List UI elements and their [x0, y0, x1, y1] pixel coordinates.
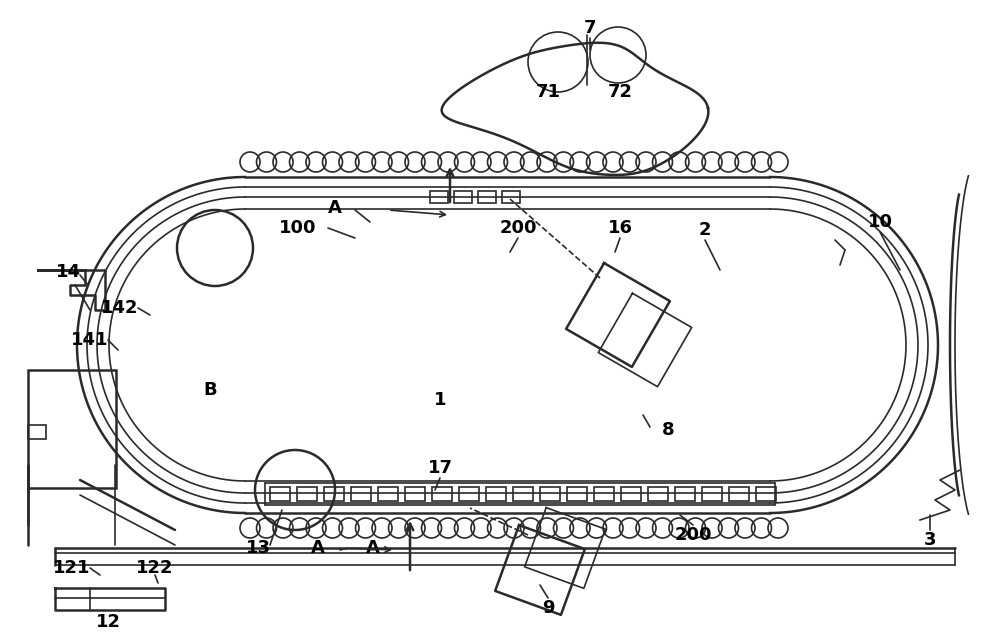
- Bar: [486, 487, 506, 501]
- Bar: [729, 487, 749, 501]
- Text: 141: 141: [71, 331, 109, 349]
- Text: 72: 72: [608, 83, 633, 101]
- Bar: [540, 487, 560, 501]
- Text: 7: 7: [584, 19, 596, 37]
- Bar: [351, 487, 371, 501]
- Text: 12: 12: [96, 613, 120, 631]
- Text: 122: 122: [136, 559, 174, 577]
- Text: 8: 8: [662, 421, 674, 439]
- Bar: [567, 487, 587, 501]
- Text: B: B: [203, 381, 217, 399]
- Text: 71: 71: [536, 83, 560, 101]
- Text: 10: 10: [868, 213, 893, 231]
- Bar: [405, 487, 425, 501]
- Text: 14: 14: [56, 263, 80, 281]
- Text: 2: 2: [699, 221, 711, 239]
- Bar: [432, 487, 452, 501]
- Text: 13: 13: [246, 539, 270, 557]
- Bar: [28, 425, 46, 439]
- Text: A: A: [311, 539, 325, 557]
- Text: 142: 142: [101, 299, 139, 317]
- Bar: [28, 370, 116, 488]
- Bar: [502, 191, 520, 203]
- Bar: [756, 487, 776, 501]
- Bar: [648, 487, 668, 501]
- Bar: [454, 191, 472, 203]
- Text: A: A: [328, 199, 342, 217]
- Bar: [324, 487, 344, 501]
- Bar: [297, 487, 317, 501]
- Bar: [478, 191, 496, 203]
- Bar: [621, 487, 641, 501]
- Bar: [378, 487, 398, 501]
- Bar: [675, 487, 695, 501]
- Text: 100: 100: [279, 219, 317, 237]
- Bar: [702, 487, 722, 501]
- Text: 1: 1: [434, 391, 446, 409]
- Text: 9: 9: [542, 599, 554, 617]
- Text: 200: 200: [674, 526, 712, 544]
- Text: 200: 200: [499, 219, 537, 237]
- Text: 16: 16: [608, 219, 633, 237]
- Text: A: A: [366, 539, 380, 557]
- Text: 17: 17: [428, 459, 452, 477]
- Bar: [270, 487, 290, 501]
- Bar: [594, 487, 614, 501]
- Bar: [430, 191, 448, 203]
- Text: 3: 3: [924, 531, 936, 549]
- Text: 121: 121: [53, 559, 91, 577]
- Bar: [459, 487, 479, 501]
- Bar: [513, 487, 533, 501]
